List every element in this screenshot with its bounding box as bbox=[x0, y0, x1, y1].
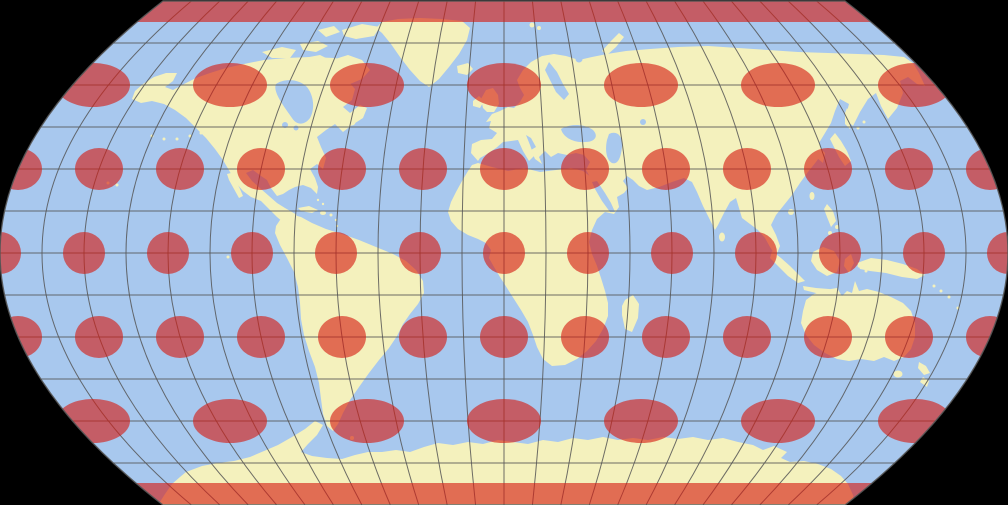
sea-caspian bbox=[606, 132, 623, 164]
sea-red-sea bbox=[592, 181, 615, 212]
tissot-indicatrix bbox=[56, 399, 130, 443]
land-madagascar bbox=[622, 295, 639, 332]
tissot-indicatrix bbox=[987, 232, 1008, 274]
tissot-indicatrix bbox=[642, 316, 690, 358]
tissot-indicatrix bbox=[903, 232, 945, 274]
land-kuril-island bbox=[862, 120, 866, 124]
land-galapagos bbox=[226, 255, 230, 259]
sea-great-lake bbox=[293, 125, 299, 131]
land-aleutian-island bbox=[162, 137, 166, 141]
land-africa bbox=[448, 163, 614, 366]
tissot-indicatrix bbox=[156, 148, 204, 190]
tissot-indicatrix bbox=[193, 399, 267, 443]
land-island bbox=[947, 295, 951, 299]
tissot-indicatrix bbox=[330, 63, 404, 107]
tissot-indicatrix bbox=[735, 232, 777, 274]
tissot-indicatrix bbox=[318, 148, 366, 190]
sea-baltic bbox=[545, 62, 569, 100]
land-svalbard bbox=[529, 22, 535, 28]
land-novaya-zemlya bbox=[602, 33, 624, 55]
tissot-indicatrix bbox=[75, 316, 123, 358]
tissot-indicatrix bbox=[237, 148, 285, 190]
tissot-indicatrix bbox=[723, 316, 771, 358]
tissot-indicatrix bbox=[741, 63, 815, 107]
sea-hudson-bay bbox=[275, 80, 314, 124]
tissot-indicatrix bbox=[567, 232, 609, 274]
land-philippines bbox=[835, 225, 839, 229]
tissot-polar-band-north bbox=[0, 1, 1008, 22]
land-hispaniola bbox=[320, 211, 326, 215]
tissot-indicatrix bbox=[0, 232, 21, 274]
tissot-indicatrix bbox=[467, 399, 541, 443]
tissot-indicatrix bbox=[804, 316, 852, 358]
tissot-indicatrix bbox=[480, 316, 528, 358]
tissot-indicatrix bbox=[878, 399, 952, 443]
land-greenland bbox=[376, 18, 470, 87]
tissot-indicatrix bbox=[604, 63, 678, 107]
tissot-indicatrix bbox=[399, 316, 447, 358]
land-new-zealand-north bbox=[918, 362, 930, 375]
land-aleutian-island bbox=[199, 131, 203, 135]
land-solomon-island bbox=[932, 284, 936, 288]
land-eurasia bbox=[471, 46, 925, 256]
land-sumatra bbox=[770, 251, 805, 283]
tissot-indicatrix bbox=[63, 232, 105, 274]
tissot-indicatrix bbox=[885, 316, 933, 358]
tissot-indicatrix bbox=[467, 63, 541, 107]
tissot-indicatrix bbox=[723, 148, 771, 190]
tissot-indicatrix bbox=[651, 232, 693, 274]
land-hainan bbox=[788, 209, 794, 215]
land-arctic-island bbox=[262, 47, 296, 58]
tissot-indicatrix bbox=[819, 232, 861, 274]
land-ellesmere-island bbox=[342, 24, 380, 39]
sea-white-sea bbox=[575, 55, 583, 63]
tissot-indicatrix bbox=[399, 232, 441, 274]
tissot-indicatrix bbox=[483, 232, 525, 274]
land-baja-california bbox=[227, 173, 243, 198]
tissot-indicatrix bbox=[156, 316, 204, 358]
tissot-indicatrix bbox=[561, 148, 609, 190]
tissot-indicatrix bbox=[231, 232, 273, 274]
tissot-indicatrix bbox=[330, 399, 404, 443]
land-philippines bbox=[824, 204, 836, 227]
land-philippines bbox=[828, 231, 832, 235]
tissot-indicatrix bbox=[885, 148, 933, 190]
land-puerto-rico bbox=[329, 213, 333, 217]
tissot-indicatrix bbox=[642, 148, 690, 190]
tissot-indicatrix bbox=[878, 63, 952, 107]
land-hawaii bbox=[115, 183, 119, 187]
tissot-indicatrix bbox=[318, 316, 366, 358]
land-arctic-island bbox=[304, 55, 330, 66]
land-bahamas bbox=[321, 202, 325, 206]
tissot-indicatrix bbox=[399, 148, 447, 190]
tissot-indicatrix bbox=[75, 148, 123, 190]
land-arctic-island bbox=[318, 26, 340, 37]
sea-black-sea bbox=[561, 124, 596, 143]
land-sri-lanka bbox=[719, 232, 725, 242]
tissot-indicatrix bbox=[561, 316, 609, 358]
tissot-indicatrix bbox=[315, 232, 357, 274]
land-bahamas bbox=[316, 198, 320, 202]
tissot-polar-band-south bbox=[0, 483, 1008, 504]
land-aleutian-island bbox=[175, 137, 179, 141]
tissot-indicatrix bbox=[741, 399, 815, 443]
land-newfoundland bbox=[348, 118, 356, 126]
tissot-indicatrix bbox=[56, 63, 130, 107]
sea-aral bbox=[640, 119, 646, 125]
tissot-indicatrix bbox=[147, 232, 189, 274]
land-arctic-island bbox=[300, 41, 328, 52]
tissot-indicatrix bbox=[604, 399, 678, 443]
land-new-guinea bbox=[857, 258, 925, 279]
land-svalbard bbox=[537, 26, 541, 30]
land-solomon-island bbox=[939, 289, 943, 293]
tissot-indicatrix bbox=[237, 316, 285, 358]
tissot-indicatrix bbox=[480, 148, 528, 190]
land-tasmania bbox=[893, 370, 903, 378]
land-taiwan bbox=[809, 192, 815, 200]
tissot-indicatrix bbox=[193, 63, 267, 107]
tissot-indicatrix bbox=[804, 148, 852, 190]
